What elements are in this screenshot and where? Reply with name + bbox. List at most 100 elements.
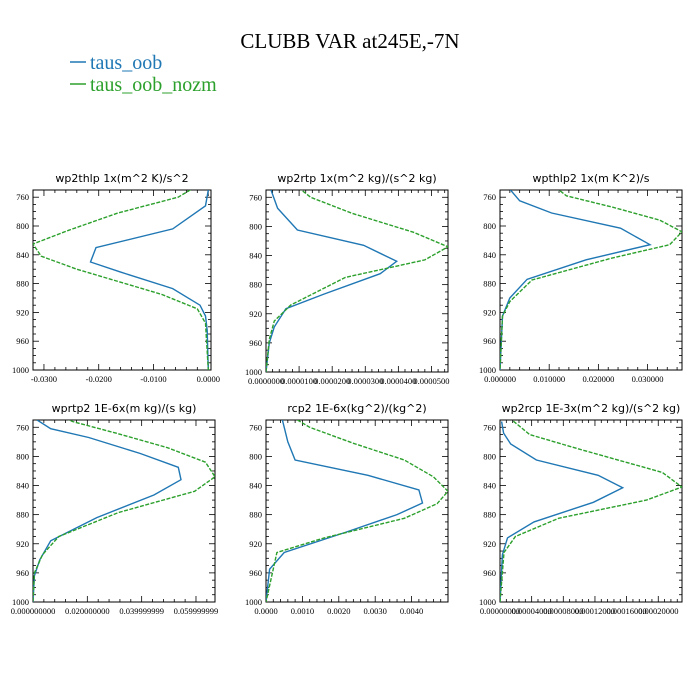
y-tick-label: 880 bbox=[483, 279, 496, 289]
y-tick-label: 880 bbox=[16, 279, 29, 289]
y-tick-label: 920 bbox=[249, 539, 262, 549]
x-tick-label: 0.0000500 bbox=[413, 376, 449, 386]
panel-title: wprtp2 1E-6x(m kg)/(s kg) bbox=[52, 402, 197, 415]
x-tick-label: 0.039999999 bbox=[119, 606, 164, 616]
series-line-taus-oob bbox=[89, 190, 209, 370]
y-tick-label: 800 bbox=[249, 451, 262, 461]
x-tick-label: 0.00008000 bbox=[543, 606, 583, 616]
y-tick-label: 840 bbox=[483, 481, 496, 491]
x-tick-label: 0.0040 bbox=[400, 606, 423, 616]
x-tick-label: 0.020000000 bbox=[65, 606, 110, 616]
y-tick-label: 920 bbox=[16, 307, 29, 317]
panel-title: wp2rcp 1E-3x(m^2 kg)/(s^2 kg) bbox=[502, 402, 681, 415]
y-tick-label: 800 bbox=[483, 451, 496, 461]
x-tick-label: 0.00004000 bbox=[511, 606, 551, 616]
x-tick-label: 0.0010 bbox=[291, 606, 314, 616]
x-tick-label: 0.0020 bbox=[327, 606, 350, 616]
x-tick-label: -0.0300 bbox=[31, 374, 57, 384]
x-tick-label: 0.0000200 bbox=[314, 376, 350, 386]
x-tick-label: -0.0200 bbox=[86, 374, 112, 384]
y-tick-label: 1000 bbox=[245, 367, 262, 377]
y-tick-label: 880 bbox=[249, 280, 262, 290]
panel-title: rcp2 1E-6x(kg^2)/(kg^2) bbox=[287, 402, 426, 415]
x-tick-label: 0.0000 bbox=[197, 374, 220, 384]
y-tick-label: 1000 bbox=[12, 597, 29, 607]
y-tick-label: 960 bbox=[16, 336, 29, 346]
y-tick-label: 1000 bbox=[12, 365, 29, 375]
y-tick-label: 800 bbox=[249, 221, 262, 231]
x-tick-label: 0.0000100 bbox=[281, 376, 317, 386]
legend-label-taus-oob-nozm: taus_oob_nozm bbox=[90, 74, 217, 96]
x-tick-label: 0.0000400 bbox=[380, 376, 416, 386]
series-line-taus-oob-nozm bbox=[33, 190, 209, 370]
x-tick-label: 0.00012000 bbox=[575, 606, 615, 616]
series-line-taus-oob bbox=[500, 421, 625, 602]
series-line-taus-oob bbox=[266, 190, 399, 372]
y-tick-label: 840 bbox=[16, 250, 29, 260]
y-tick-label: 760 bbox=[483, 192, 496, 202]
x-tick-label: 0.030000 bbox=[632, 374, 664, 384]
y-tick-label: 960 bbox=[249, 338, 262, 348]
plot-frame bbox=[32, 189, 212, 371]
y-tick-label: 960 bbox=[16, 568, 29, 578]
y-tick-label: 920 bbox=[483, 539, 496, 549]
panel-title: wpthlp2 1x(m K^2)/s bbox=[533, 172, 650, 185]
x-tick-label: 0.00000000 bbox=[480, 606, 520, 616]
y-tick-label: 840 bbox=[249, 481, 262, 491]
x-tick-label: 0.0000300 bbox=[347, 376, 383, 386]
y-tick-label: 920 bbox=[249, 309, 262, 319]
y-tick-label: 840 bbox=[16, 481, 29, 491]
y-tick-label: 1000 bbox=[479, 597, 496, 607]
y-tick-label: 960 bbox=[483, 336, 496, 346]
x-tick-label: 0.020000 bbox=[582, 374, 614, 384]
y-tick-label: 760 bbox=[16, 422, 29, 432]
plot-frame bbox=[499, 189, 683, 371]
y-tick-label: 1000 bbox=[479, 365, 496, 375]
y-tick-label: 960 bbox=[483, 568, 496, 578]
figure-title: CLUBB VAR at245E,-7N bbox=[240, 29, 459, 53]
series-line-taus-oob bbox=[500, 190, 652, 370]
y-tick-label: 760 bbox=[249, 192, 262, 202]
x-tick-label: 0.00016000 bbox=[606, 606, 646, 616]
plot-frame bbox=[265, 419, 449, 603]
x-tick-label: 0.0000 bbox=[254, 606, 277, 616]
series-line-taus-oob-nozm bbox=[266, 190, 448, 372]
plot-frame bbox=[32, 419, 216, 603]
y-tick-label: 800 bbox=[16, 451, 29, 461]
x-tick-label: -0.0100 bbox=[140, 374, 166, 384]
series-line-taus-oob-nozm bbox=[33, 420, 215, 602]
y-tick-label: 800 bbox=[16, 221, 29, 231]
y-tick-label: 760 bbox=[16, 192, 29, 202]
y-tick-label: 760 bbox=[483, 422, 496, 432]
x-tick-label: 0.0030 bbox=[364, 606, 387, 616]
panel-3: wpthlp2 1x(m K^2)/s 760 800 840 880 920 960 100… bbox=[479, 172, 683, 384]
plot-frame bbox=[499, 419, 683, 603]
panel-1: wp2thlp 1x(m^2 K)/s^2 760 800 840 880 920 960 1… bbox=[12, 172, 220, 384]
y-tick-label: 1000 bbox=[245, 597, 262, 607]
panel-5: rcp2 1E-6x(kg^2)/(kg^2) 760 800 840 880 920 96… bbox=[245, 402, 449, 616]
y-tick-label: 800 bbox=[483, 221, 496, 231]
x-tick-label: 0.000000 bbox=[484, 374, 516, 384]
series-line-taus-oob-nozm bbox=[266, 420, 448, 602]
legend: taus_oob taus_oob_nozm bbox=[70, 52, 217, 96]
panel-title: wp2rtp 1x(m^2 kg)/(s^2 kg) bbox=[277, 172, 436, 185]
series-line-taus-oob-nozm bbox=[500, 420, 682, 602]
panel-2: wp2rtp 1x(m^2 kg)/(s^2 kg) 760 800 840 880 92… bbox=[245, 172, 450, 386]
y-tick-label: 880 bbox=[249, 510, 262, 520]
x-tick-label: 0.00020000 bbox=[638, 606, 678, 616]
x-tick-label: 0.000000000 bbox=[11, 606, 56, 616]
y-tick-label: 960 bbox=[249, 568, 262, 578]
y-tick-label: 920 bbox=[483, 307, 496, 317]
y-tick-label: 840 bbox=[249, 251, 262, 261]
panel-4: wprtp2 1E-6x(m kg)/(s kg) 760 800 840 880 920… bbox=[11, 402, 219, 616]
y-tick-label: 760 bbox=[249, 422, 262, 432]
y-tick-label: 920 bbox=[16, 539, 29, 549]
panel-title: wp2thlp 1x(m^2 K)/s^2 bbox=[55, 172, 188, 185]
panels-group: wp2thlp 1x(m^2 K)/s^2 760 800 840 880 920 960 1… bbox=[11, 172, 683, 616]
series-line-taus-oob-nozm bbox=[500, 190, 682, 370]
y-tick-label: 880 bbox=[16, 510, 29, 520]
x-tick-label: 0.010000 bbox=[533, 374, 565, 384]
panel-6: wp2rcp 1E-3x(m^2 kg)/(s^2 kg) 760 800 840 88… bbox=[479, 402, 683, 616]
x-tick-label: 0.059999999 bbox=[174, 606, 219, 616]
